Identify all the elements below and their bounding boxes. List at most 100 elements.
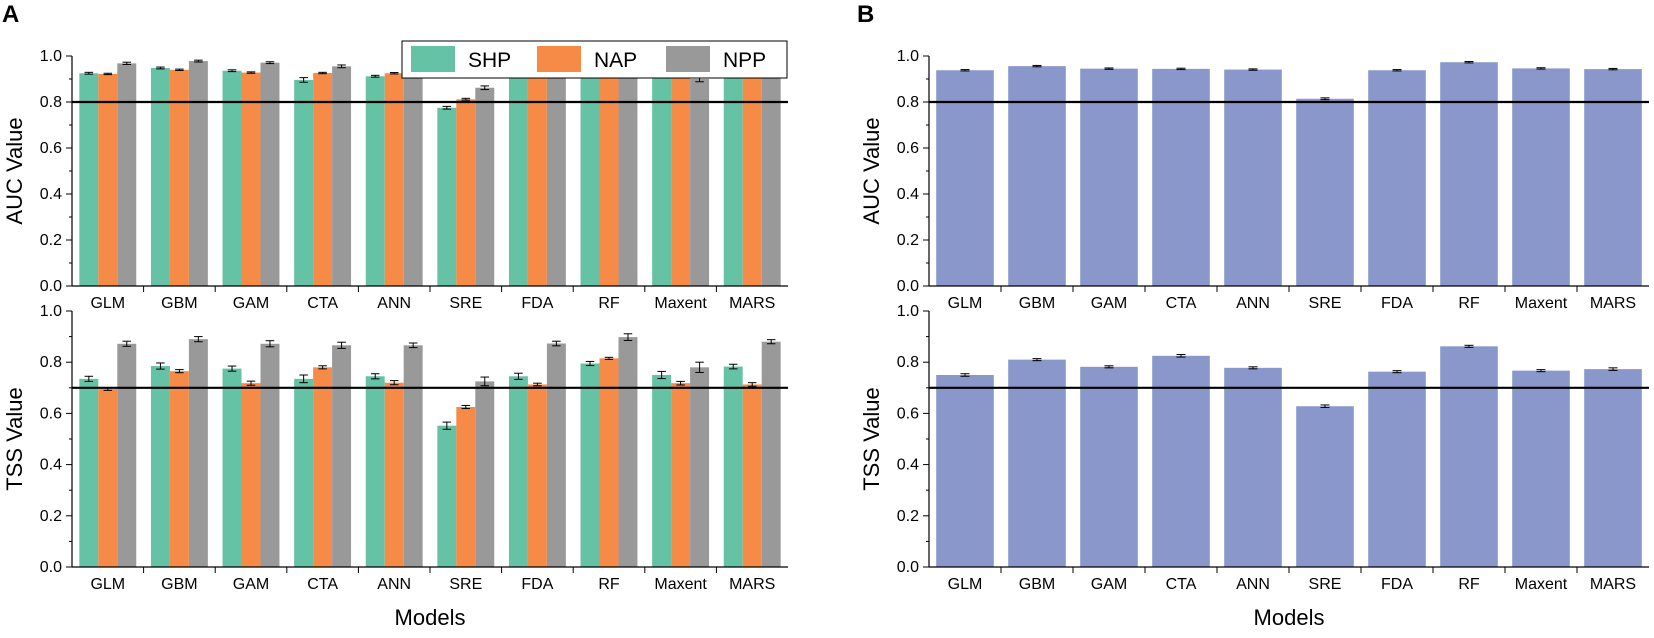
y-tick-label-a-tss-0: 0.0 [40,559,62,576]
x-tick-label-b-tss-sre: SRE [1309,576,1342,593]
legend-frame [401,40,788,79]
bar-b-auc-overall-gam [1080,68,1138,287]
y-tick-label-b-tss-4: 0.8 [897,354,919,371]
bar-a-auc-shp-mars [723,68,743,286]
x-tick-label-a-tss-ann: ANN [377,576,411,593]
bar-a-auc-shp-glm [79,73,99,286]
x-tick-label-a-tss-mars: MARS [729,576,775,593]
x-tick-label-b-auc-gbm: GBM [1019,295,1055,312]
bar-a-tss-nap-gam [241,383,261,567]
bar-a-tss-shp-gbm [150,366,170,567]
x-tick-label-a-auc-sre: SRE [449,295,482,312]
error-bar-b-auc-overall-fda [1392,69,1402,72]
y-axis-title-b-auc: AUC Value [859,117,884,224]
error-bar-a-auc-shp-cta [299,77,308,83]
x-tick-label-b-auc-sre: SRE [1309,295,1342,312]
error-bar-b-tss-overall-mars [1608,367,1618,371]
bar-a-tss-npp-gbm [188,339,208,567]
y-tick-label-b-auc-0: 0.0 [897,278,919,295]
x-tick-label-b-tss-gam: GAM [1091,576,1127,593]
error-bar-a-tss-nap-cta [318,365,327,370]
error-bar-b-auc-overall-maxent [1536,67,1546,70]
error-bar-a-auc-shp-sre [442,105,452,110]
error-bar-a-tss-shp-sre [442,421,452,430]
y-tick-label-a-tss-2: 0.4 [40,457,62,474]
y-tick-label-b-tss-0: 0.0 [897,559,919,576]
x-axis-title-b-tss: Models [1254,605,1325,630]
error-bar-a-tss-shp-gbm [156,362,165,370]
bar-b-auc-overall-maxent [1512,68,1570,286]
error-bar-a-tss-shp-cta [299,374,308,384]
y-tick-label-a-auc-5: 1.0 [40,48,62,65]
legend-swatch-shp [411,46,455,72]
bar-a-tss-npp-sre [475,381,495,567]
x-tick-label-a-auc-cta: CTA [307,295,338,312]
error-bar-b-tss-overall-ann [1248,366,1258,370]
legend: SHP NAP NPP [401,40,788,79]
error-bar-b-auc-overall-gbm [1032,64,1042,68]
bar-a-tss-shp-sre [437,425,457,567]
y-tick-label-b-tss-3: 0.6 [897,405,919,422]
bar-a-auc-shp-gam [222,70,242,286]
x-tick-label-b-tss-fda: FDA [1381,576,1413,593]
error-bar-a-tss-nap-gbm [175,369,184,374]
bar-b-auc-overall-fda [1368,70,1426,286]
y-axis-title-a-auc: AUC Value [2,117,27,224]
legend-label-nap: NAP [594,49,637,72]
y-axis-title-a-tss: TSS Value [2,387,27,491]
bar-b-tss-overall-mars [1584,369,1642,567]
bar-b-tss-overall-gam [1080,366,1138,567]
x-tick-label-a-tss-maxent: Maxent [654,576,707,593]
y-tick-label-a-auc-4: 0.8 [40,94,62,111]
x-tick-label-a-tss-glm: GLM [90,576,125,593]
bar-a-tss-nap-glm [98,389,118,567]
bar-b-tss-overall-rf [1440,346,1498,567]
bar-a-tss-nap-ann [384,382,404,567]
x-tick-label-a-auc-rf: RF [598,295,620,312]
bar-b-auc-overall-glm [936,70,994,286]
bar-b-tss-overall-maxent [1512,370,1570,567]
bar-a-auc-nap-rf [599,65,619,286]
bar-a-tss-npp-gam [260,343,280,567]
bar-a-tss-nap-fda [527,384,547,567]
panel-label-b: B [857,1,874,28]
error-bar-b-auc-overall-ann [1248,68,1258,71]
bar-a-auc-nap-sre [456,99,476,287]
error-bar-a-tss-shp-mars [728,363,738,370]
x-tick-label-b-auc-ann: ANN [1236,295,1270,312]
x-tick-label-b-tss-rf: RF [1458,576,1480,593]
error-bar-a-tss-nap-mars [747,382,757,387]
error-bar-a-auc-npp-glm [122,61,132,66]
error-bar-b-auc-overall-rf [1464,61,1474,64]
x-tick-label-a-tss-sre: SRE [449,576,482,593]
error-bar-a-tss-npp-maxent [695,361,704,373]
bar-a-auc-npp-gam [260,62,280,286]
error-bar-b-tss-overall-cta [1176,354,1186,358]
bar-a-auc-npp-maxent [690,79,710,286]
legend-label-shp: SHP [468,49,511,72]
error-bar-a-tss-nap-sre [461,404,471,410]
bar-a-auc-shp-gbm [150,67,170,287]
bar-a-auc-nap-gam [241,72,261,286]
chart-a-auc: 0.0 0.2 0.4 0.6 0.8 1.0 GLM GBM GAM CTA ANN SRE FDA R… [2,48,788,312]
bar-a-tss-npp-glm [117,343,137,567]
y-tick-label-b-auc-3: 0.6 [897,140,919,157]
x-tick-label-b-tss-ann: ANN [1236,576,1270,593]
bar-a-tss-shp-rf [580,363,600,567]
bar-a-auc-npp-fda [546,62,566,287]
x-tick-label-b-auc-glm: GLM [948,295,983,312]
x-tick-label-a-auc-ann: ANN [377,295,411,312]
bar-b-tss-overall-glm [936,375,994,567]
bar-a-tss-shp-mars [723,366,743,567]
bar-a-auc-nap-mars [742,73,762,286]
error-bar-a-auc-nap-gbm [175,68,184,71]
y-tick-label-b-auc-1: 0.2 [897,232,919,249]
bar-a-tss-shp-gam [222,368,242,567]
bar-b-tss-overall-cta [1152,355,1210,567]
error-bar-b-tss-overall-glm [960,373,970,377]
error-bar-a-tss-npp-rf [623,333,633,341]
x-tick-label-a-auc-fda: FDA [521,295,553,312]
bar-a-auc-shp-sre [437,107,457,286]
error-bar-a-tss-shp-rf [585,360,595,367]
bar-a-tss-npp-mars [761,341,781,567]
